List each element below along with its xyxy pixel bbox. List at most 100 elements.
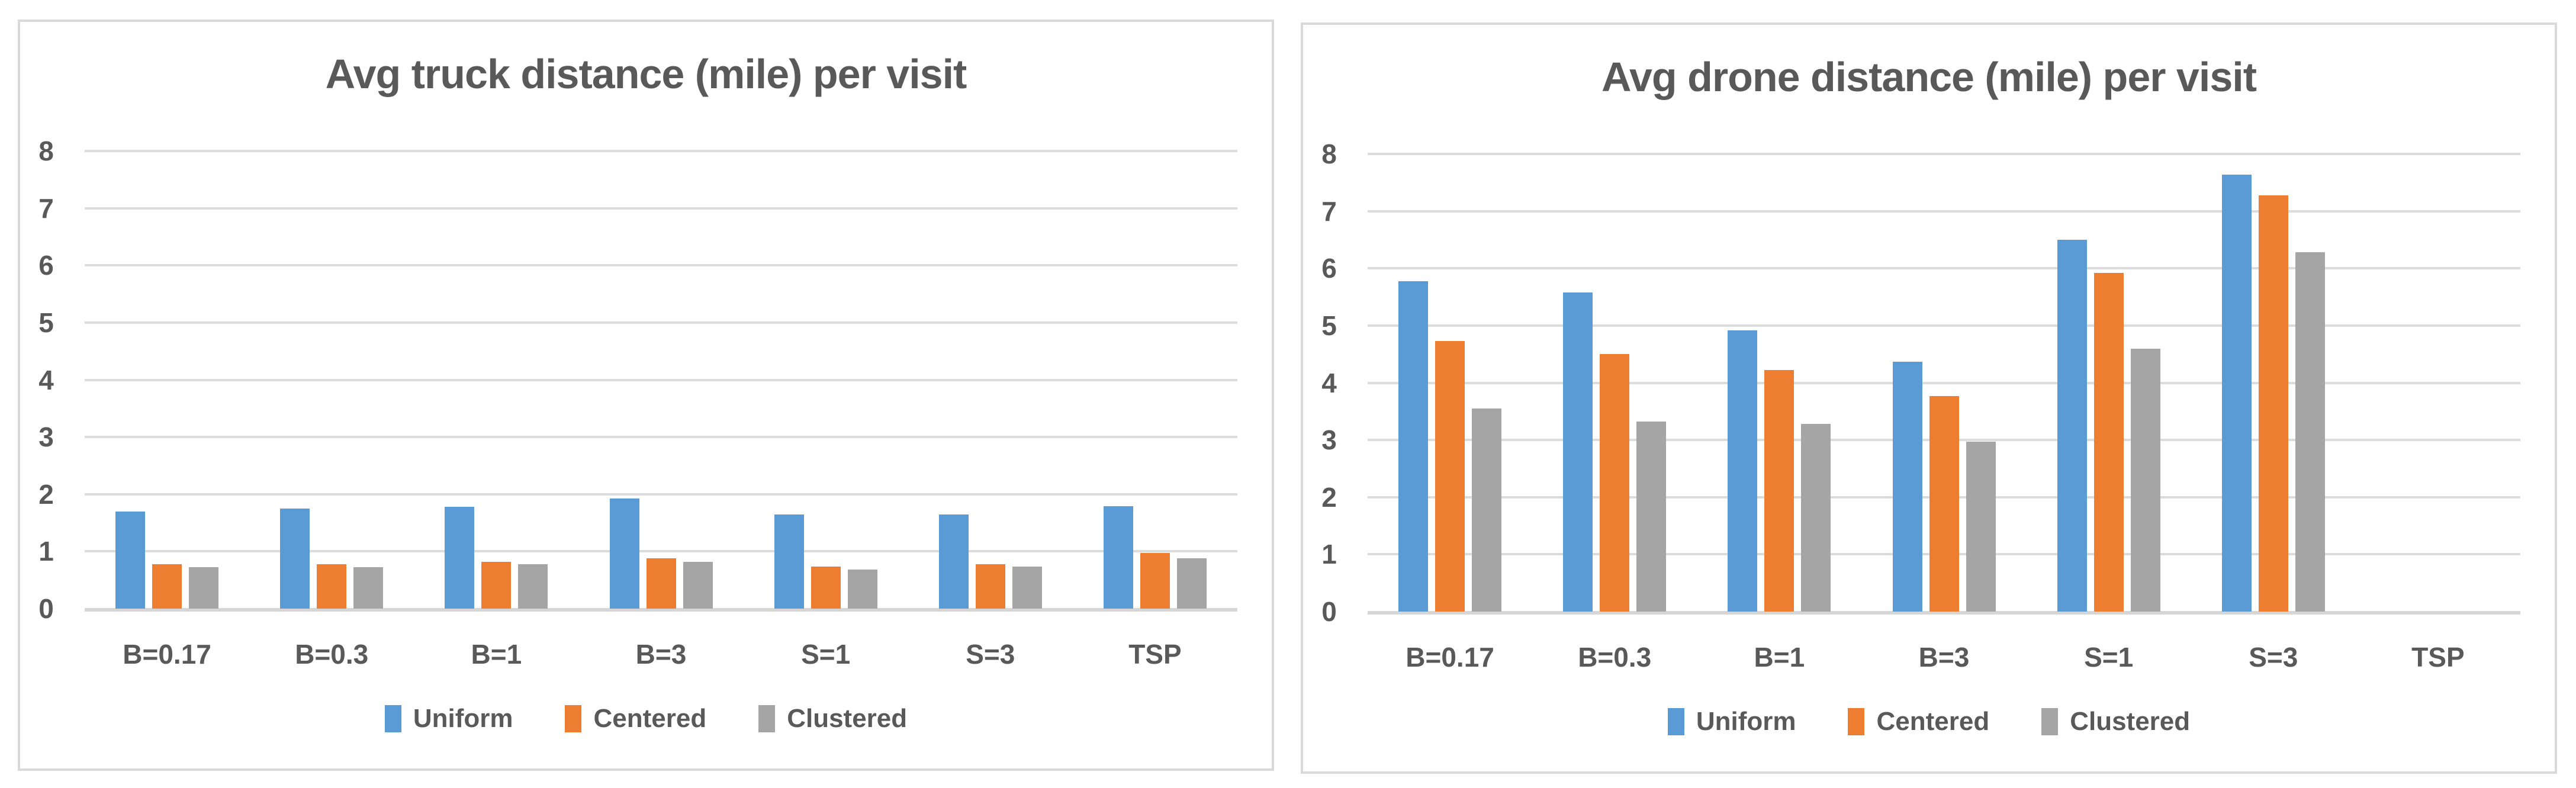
bar-centered	[975, 564, 1005, 609]
x-axis-category-label: S=3	[966, 639, 1015, 670]
bar-uniform	[1563, 292, 1593, 612]
bar-group-B=0.3	[280, 151, 384, 609]
legend-color-swatch	[565, 705, 582, 732]
gridline-y7	[1368, 210, 2520, 213]
legend-item-uniform: Uniform	[1667, 707, 1796, 736]
bar-centered	[1929, 395, 1959, 612]
legend-color-swatch	[758, 705, 776, 732]
truck-distance-chart-panel: Avg truck distance (mile) per visit 0 1 2 3…	[18, 20, 1274, 771]
legend-item-centered: Centered	[1848, 707, 1989, 736]
y-axis-tick-label: 5	[38, 307, 54, 338]
bar-centered	[317, 564, 347, 609]
y-axis-tick-label: 5	[1321, 310, 1337, 341]
y-axis-tick-label: 4	[38, 364, 54, 395]
x-axis-category-label: B=0.3	[295, 639, 369, 670]
legend-label: Centered	[1876, 707, 1990, 736]
gridline-y4	[1368, 381, 2520, 384]
bar-uniform	[2221, 174, 2252, 612]
x-axis-category-label: B=1	[1754, 642, 1805, 673]
legend: Uniform Centered Clustered	[1303, 707, 2555, 736]
gridline-y6	[85, 264, 1237, 267]
bar-group-B=0.17	[1398, 154, 1502, 612]
x-axis-category-label: B=0.17	[123, 639, 211, 670]
bar-centered	[152, 564, 182, 609]
y-axis-tick-label: 3	[1321, 424, 1337, 456]
bar-clustered	[2295, 252, 2325, 612]
bar-uniform	[1892, 361, 1922, 612]
x-axis-category-label: B=3	[635, 639, 687, 670]
bar-centered	[1600, 354, 1630, 612]
bar-uniform	[115, 511, 146, 609]
x-axis-category-label: TSP	[2411, 642, 2465, 673]
gridline-y0	[85, 608, 1237, 612]
drone-distance-chart-panel: Avg drone distance (mile) per visit 0 1 2 3…	[1301, 22, 2557, 774]
legend-color-swatch	[1848, 708, 1865, 735]
y-axis-tick-label: 7	[38, 192, 54, 224]
bar-centered	[1140, 553, 1170, 609]
bar-uniform	[2057, 239, 2087, 612]
bar-clustered	[518, 564, 548, 609]
bar-clustered	[1801, 424, 1831, 612]
gridline-y8	[85, 150, 1237, 152]
bar-uniform	[1103, 506, 1133, 609]
legend-label: Uniform	[1696, 707, 1796, 736]
bar-clustered	[847, 570, 877, 609]
y-axis-tick-label: 3	[38, 422, 54, 453]
y-axis-tick-label: 0	[1321, 596, 1337, 627]
x-axis-category-label: B=1	[471, 639, 522, 670]
bar-uniform	[445, 507, 475, 609]
gridline-y7	[85, 207, 1237, 210]
gridline-y0	[1368, 611, 2520, 615]
bar-clustered	[1966, 442, 1996, 612]
y-axis-tick-label: 6	[38, 250, 54, 281]
legend: Uniform Centered Clustered	[20, 704, 1272, 734]
legend-color-swatch	[384, 705, 401, 732]
y-axis-tick-label: 8	[38, 136, 54, 166]
bar-group-B=0.3	[1563, 154, 1667, 612]
bar-centered	[1764, 370, 1794, 612]
y-axis-tick-label: 7	[1321, 195, 1337, 227]
x-axis-category-label: B=3	[1918, 642, 1970, 673]
legend-label: Centered	[593, 704, 707, 733]
y-axis-tick-label: 1	[38, 536, 54, 567]
legend-label: Clustered	[2070, 707, 2191, 736]
bar-uniform	[938, 514, 969, 609]
gridline-y3	[85, 436, 1237, 439]
bar-group-B=0.17	[115, 151, 219, 609]
plot-area: 0 1 2 3 4 5 6 7 8 B=0.17 B=0.3 B=1 B=3 S=1 S=3 TSP	[1321, 140, 2520, 673]
bar-uniform	[774, 514, 804, 609]
bar-clustered	[2130, 348, 2160, 612]
gridline-y6	[1368, 267, 2520, 270]
x-axis-category-label: TSP	[1128, 639, 1182, 670]
y-axis-tick-label: 2	[1321, 481, 1337, 513]
bar-clustered	[1472, 408, 1502, 612]
bar-clustered	[1636, 422, 1667, 612]
legend-item-uniform: Uniform	[384, 704, 513, 734]
bar-clustered	[353, 567, 384, 609]
bar-group-B=1	[1728, 154, 1831, 612]
x-axis-category-label: B=0.3	[1578, 642, 1652, 673]
gridline-y2	[85, 493, 1237, 496]
bar-group-TSP	[2387, 154, 2490, 612]
x-axis-category-label: S=3	[2249, 642, 2298, 673]
bar-centered	[1435, 340, 1465, 612]
gridline-y5	[85, 321, 1237, 324]
bar-uniform	[1728, 330, 1758, 612]
bar-group-S=1	[2057, 154, 2160, 612]
bar-group-B=1	[445, 151, 548, 609]
y-axis-tick-label: 8	[1321, 139, 1337, 169]
bar-centered	[2093, 272, 2124, 612]
chart-title: Avg drone distance (mile) per visit	[1601, 54, 2257, 100]
y-axis-tick-label: 4	[1321, 367, 1337, 398]
bar-group-S=1	[774, 151, 877, 609]
bar-centered	[811, 567, 841, 609]
bar-uniform	[609, 498, 639, 609]
legend-item-clustered: Clustered	[2041, 707, 2190, 736]
bar-clustered	[1012, 567, 1042, 609]
legend-color-swatch	[2041, 708, 2059, 735]
plot-area: 0 1 2 3 4 5 6 7 8 B=0.17 B=0.3 B=1 B=3 S=1 S=3 TSP	[38, 137, 1237, 670]
x-axis-category-label: B=0.17	[1406, 642, 1494, 673]
bar-uniform	[1398, 281, 1429, 612]
bar-clustered	[683, 561, 713, 609]
